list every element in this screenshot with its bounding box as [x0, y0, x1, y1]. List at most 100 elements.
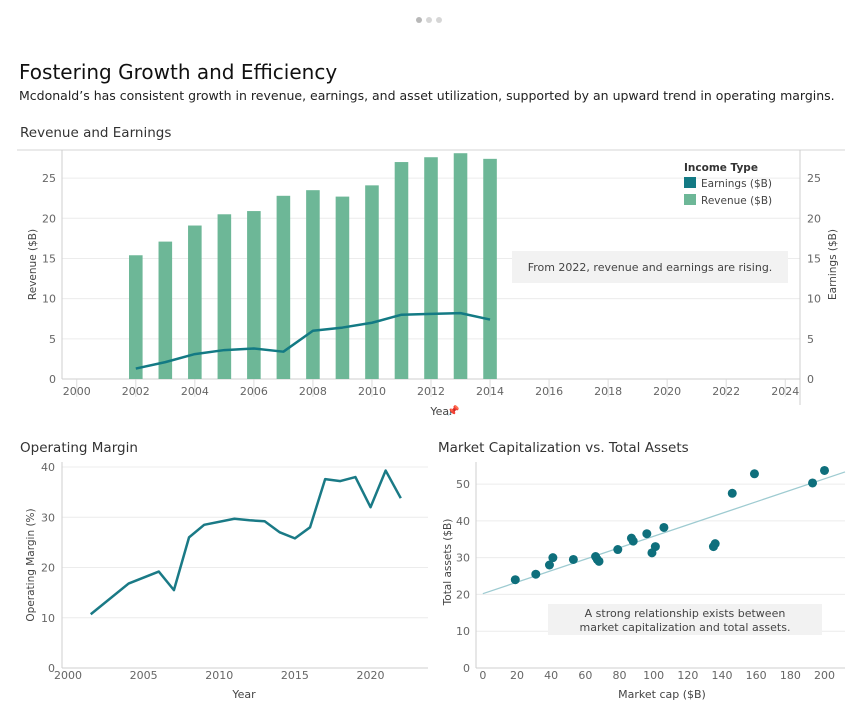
revenue-bar	[247, 211, 261, 379]
revenue-bar	[453, 153, 468, 379]
revenue-y-tick-label: 25	[42, 172, 56, 185]
revenue-x-tick-label: 2004	[181, 385, 209, 398]
scatter-x-tick-label: 100	[643, 669, 664, 682]
revenue-bar	[424, 157, 438, 379]
scatter-point	[820, 465, 829, 475]
revenue-y-tick-label: 5	[49, 333, 56, 346]
scatter-y-tick-label: 50	[456, 478, 470, 491]
margin-x-axis-label: Year	[231, 688, 256, 701]
scatter-x-tick-label: 0	[479, 669, 486, 682]
page-dot-3[interactable]	[436, 17, 442, 23]
earnings-line	[135, 311, 491, 370]
revenue-bar	[188, 225, 202, 379]
revenue-bar	[129, 255, 143, 379]
revenue-x-tick-label: 2002	[122, 385, 150, 398]
scatter-y-tick-label: 30	[456, 552, 470, 565]
revenue-bar	[158, 241, 173, 379]
scatter-x-tick-label: 200	[814, 669, 835, 682]
earnings-y-axis-label: Earnings ($B)	[827, 229, 839, 300]
revenue-bar	[483, 158, 497, 379]
scatter-point	[642, 529, 652, 539]
margin-x-tick-label: 2010	[205, 669, 233, 682]
revenue-y-tick-label: 10	[42, 293, 56, 306]
scatter-annotation-box	[548, 604, 822, 635]
earnings-y-tick-label: 15	[807, 252, 821, 265]
scatter-x-axis-label: Market cap ($B)	[618, 688, 706, 701]
revenue-x-tick-label: 2024	[771, 385, 799, 398]
revenue-x-tick-label: 2010	[358, 385, 386, 398]
revenue-y-tick-label: 0	[49, 373, 56, 386]
scatter-point	[710, 539, 720, 549]
scatter-y-tick-label: 0	[463, 662, 470, 675]
revenue-y-tick-label: 20	[42, 212, 56, 225]
margin-x-tick-label: 2020	[357, 669, 385, 682]
revenue-y-tick-label: 15	[42, 252, 56, 265]
revenue-annotation-box	[512, 251, 788, 283]
revenue-y-axis-label: Revenue ($B)	[27, 229, 39, 300]
revenue-x-tick-label: 2020	[653, 385, 681, 398]
revenue-x-tick-label: 2006	[240, 385, 268, 398]
scatter-x-tick-label: 20	[510, 669, 524, 682]
revenue-x-axis-label: Year	[429, 405, 454, 418]
pin-icon: 📌	[447, 404, 460, 417]
scatter-y-tick-label: 20	[456, 588, 470, 601]
margin-y-tick-label: 30	[41, 511, 55, 524]
scatter-x-tick-label: 140	[712, 669, 733, 682]
margin-y-tick-label: 10	[41, 612, 55, 625]
page-indicator[interactable]	[416, 8, 446, 27]
legend-label-revenue: Revenue ($B)	[701, 195, 772, 207]
scatter-point	[544, 560, 554, 570]
scatter-point	[594, 556, 604, 566]
dashboard-title: Fostering Growth and Efficiency	[19, 60, 338, 84]
revenue-bar	[365, 185, 379, 379]
page-dot-1[interactable]	[416, 17, 422, 23]
scatter-point	[808, 478, 818, 488]
scatter-point	[659, 522, 669, 532]
revenue-bar	[306, 190, 320, 379]
revenue-x-tick-label: 2008	[299, 385, 327, 398]
revenue-x-tick-label: 2012	[417, 385, 445, 398]
scatter-y-tick-label: 40	[456, 515, 470, 528]
margin-y-axis-label: Operating Margin (%)	[25, 508, 37, 621]
revenue-bar	[217, 214, 232, 379]
scatter-point	[548, 553, 558, 563]
page-dot-2[interactable]	[426, 17, 432, 23]
earnings-y-tick-label: 25	[807, 172, 821, 185]
scatter-x-tick-label: 120	[677, 669, 698, 682]
legend-label-earnings: Earnings ($B)	[701, 178, 772, 190]
chart-title-operating-margin: Operating Margin	[20, 440, 138, 456]
scatter-point	[749, 469, 759, 479]
scatter-point	[531, 569, 541, 579]
revenue-x-tick-label: 2016	[535, 385, 563, 398]
earnings-y-tick-label: 10	[807, 293, 821, 306]
scatter-x-tick-label: 80	[613, 669, 627, 682]
margin-x-tick-label: 2000	[54, 669, 82, 682]
scatter-x-tick-label: 40	[544, 669, 558, 682]
operating-margin-line	[89, 469, 402, 616]
scatter-point	[510, 575, 520, 585]
margin-x-tick-label: 2015	[281, 669, 309, 682]
revenue-bar	[394, 162, 409, 379]
margin-y-tick-label: 0	[48, 662, 55, 675]
margin-y-tick-label: 40	[41, 461, 55, 474]
scatter-point	[628, 536, 638, 546]
scatter-trendline	[482, 471, 846, 595]
scatter-y-axis-label: Total assets ($B)	[442, 519, 454, 607]
scatter-x-tick-label: 180	[780, 669, 801, 682]
chart-title-market-cap-assets: Market Capitalization vs. Total Assets	[438, 440, 689, 456]
scatter-point	[613, 545, 623, 555]
revenue-bar	[335, 196, 350, 379]
scatter-x-tick-label: 160	[746, 669, 767, 682]
revenue-x-tick-label: 2018	[594, 385, 622, 398]
revenue-x-tick-label: 2022	[712, 385, 740, 398]
scatter-point	[650, 542, 660, 552]
earnings-y-tick-label: 5	[807, 333, 814, 346]
legend-swatch-earnings	[684, 177, 696, 188]
scatter-y-tick-label: 10	[456, 625, 470, 638]
earnings-y-tick-label: 0	[807, 373, 814, 386]
scatter-x-tick-label: 60	[578, 669, 592, 682]
revenue-x-tick-label: 2014	[476, 385, 504, 398]
revenue-bar	[276, 195, 291, 379]
dashboard-subtitle: Mcdonald’s has consistent growth in reve…	[19, 88, 835, 103]
